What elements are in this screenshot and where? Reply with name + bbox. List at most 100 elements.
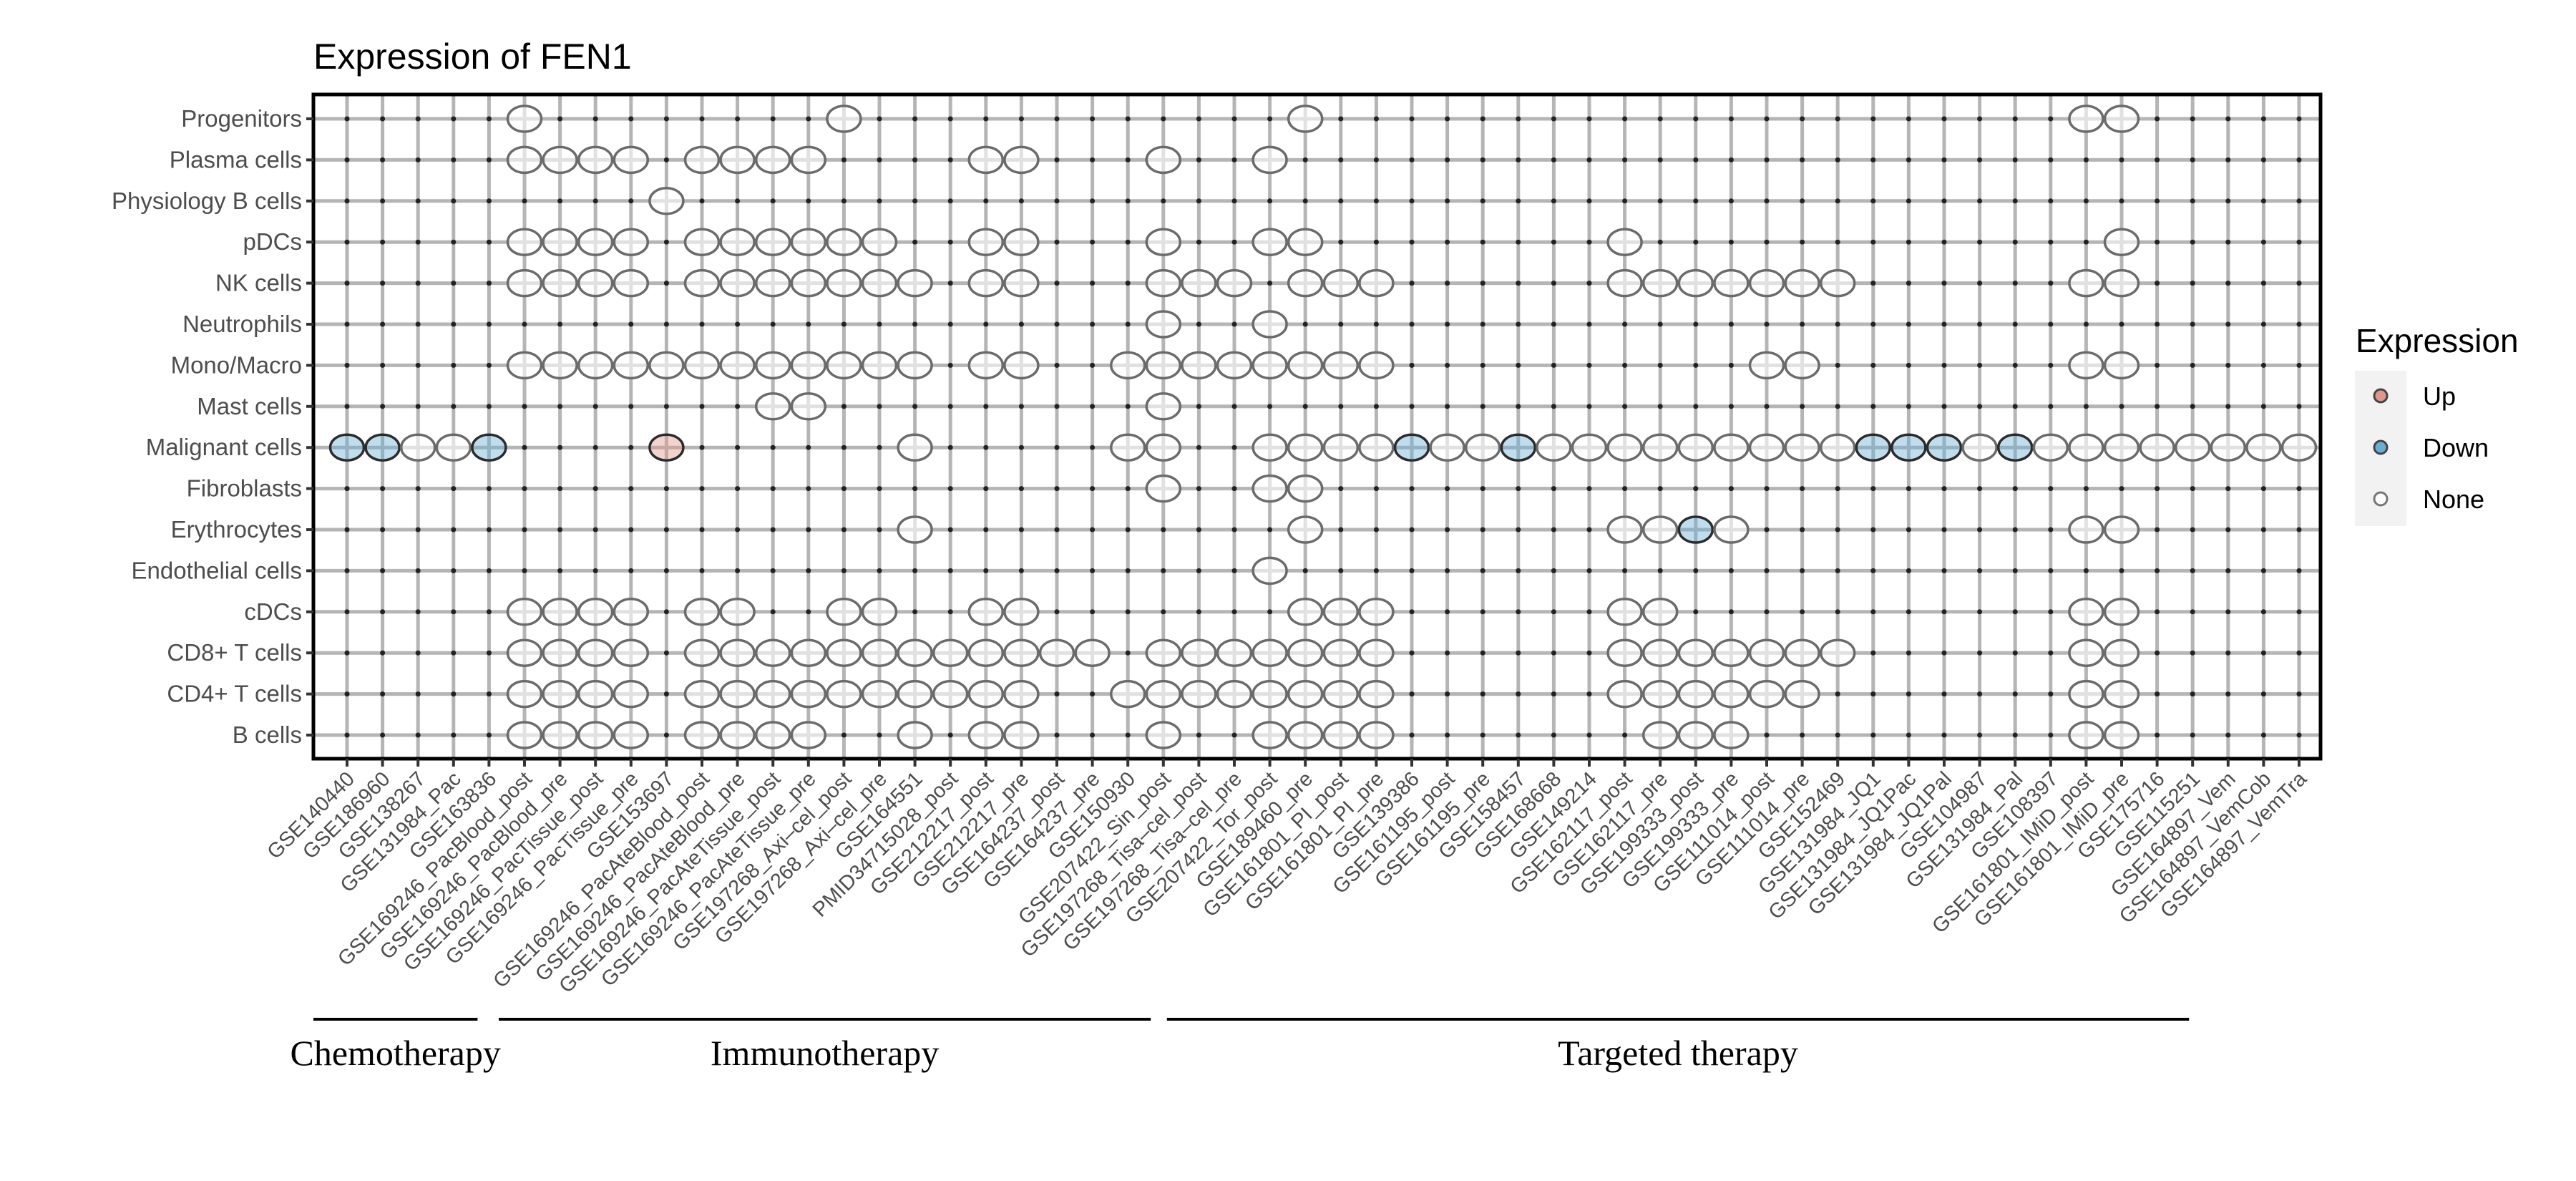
empty-point: [2225, 650, 2231, 656]
empty-point: [2296, 732, 2302, 738]
empty-point: [1941, 321, 1947, 327]
x-axis: GSE140440GSE186960GSE138267GSE131984_Pac…: [263, 759, 2312, 998]
empty-point: [1409, 527, 1415, 533]
empty-point: [663, 157, 669, 162]
empty-point: [592, 198, 598, 204]
empty-point: [2155, 321, 2160, 327]
dot-none: [1145, 638, 1182, 667]
empty-point: [380, 527, 386, 533]
empty-point: [1870, 404, 1876, 409]
empty-point: [2225, 116, 2231, 122]
empty-point: [1941, 404, 1947, 409]
dot-none: [1322, 351, 1360, 380]
empty-point: [344, 239, 350, 245]
dot-down: [1855, 433, 1892, 462]
empty-point: [1906, 281, 1911, 286]
empty-point: [1018, 116, 1024, 122]
dot-none: [1145, 433, 1182, 462]
empty-point: [1373, 198, 1379, 204]
empty-point: [1267, 527, 1273, 533]
empty-point: [1693, 321, 1699, 327]
dot-none: [1677, 268, 1714, 298]
empty-point: [1551, 527, 1556, 533]
dot-none: [754, 392, 791, 421]
empty-point: [1977, 157, 1983, 162]
dot-none: [1003, 228, 1040, 256]
dot-none: [1819, 638, 1856, 667]
empty-point: [1906, 527, 1911, 533]
empty-point: [2048, 116, 2054, 122]
empty-point: [1516, 609, 1521, 615]
dot-none: [826, 638, 862, 667]
empty-point: [2296, 362, 2302, 368]
empty-point: [947, 281, 953, 286]
empty-point: [877, 157, 882, 162]
empty-point: [1516, 239, 1521, 245]
empty-point: [663, 281, 669, 286]
dot-none: [967, 721, 1005, 749]
empty-point: [1196, 404, 1201, 409]
empty-point: [2012, 198, 2018, 204]
dot-none: [1322, 638, 1360, 667]
empty-point: [1870, 157, 1876, 162]
empty-point: [2260, 732, 2266, 738]
empty-point: [1800, 321, 1805, 327]
dot-down: [1926, 433, 1963, 462]
y-tick-label: Mono/Macro: [171, 351, 302, 378]
dot-none: [1784, 679, 1820, 709]
dot-none: [1145, 679, 1182, 709]
empty-point: [1231, 732, 1237, 738]
empty-point: [1728, 321, 1734, 327]
empty-point: [2155, 732, 2160, 738]
empty-point: [1941, 568, 1947, 573]
empty-point: [380, 239, 386, 245]
empty-point: [1480, 321, 1485, 327]
dot-none: [1038, 638, 1075, 667]
dot-up: [648, 433, 685, 462]
dot-none: [861, 268, 898, 298]
dot-none: [897, 515, 933, 544]
dot-none: [1216, 679, 1253, 709]
empty-point: [486, 362, 492, 368]
empty-point: [2190, 116, 2195, 122]
empty-point: [1977, 362, 1983, 368]
empty-point: [1906, 650, 1911, 656]
empty-point: [451, 486, 457, 492]
empty-point: [1125, 609, 1131, 615]
empty-point: [486, 281, 492, 286]
dot-none: [1003, 268, 1040, 298]
empty-point: [663, 486, 669, 492]
empty-point: [1196, 321, 1201, 327]
empty-point: [735, 404, 741, 409]
dot-none: [967, 638, 1005, 667]
dot-none: [932, 638, 969, 667]
empty-point: [2225, 321, 2231, 327]
empty-point: [1693, 568, 1699, 573]
dot-none: [897, 433, 933, 462]
empty-point: [1870, 321, 1876, 327]
y-tick-label: Plasma cells: [170, 146, 302, 172]
empty-point: [663, 321, 669, 327]
empty-point: [1196, 116, 1201, 122]
empty-point: [663, 732, 669, 738]
empty-point: [451, 568, 457, 573]
empty-point: [806, 116, 811, 122]
dot-none: [1358, 679, 1395, 709]
empty-point: [451, 198, 457, 204]
empty-point: [1373, 116, 1379, 122]
empty-point: [1090, 486, 1096, 492]
empty-point: [912, 239, 918, 245]
empty-point: [841, 321, 847, 327]
empty-point: [2225, 239, 2231, 245]
dot-down: [1500, 433, 1537, 462]
empty-point: [1267, 404, 1273, 409]
empty-point: [2296, 157, 2302, 162]
empty-point: [2190, 404, 2195, 409]
empty-point: [912, 404, 918, 409]
empty-point: [1941, 527, 1947, 533]
empty-point: [1090, 691, 1096, 697]
empty-point: [1906, 239, 1911, 245]
empty-point: [1445, 527, 1450, 533]
dot-none: [1287, 598, 1324, 626]
empty-point: [380, 362, 386, 368]
